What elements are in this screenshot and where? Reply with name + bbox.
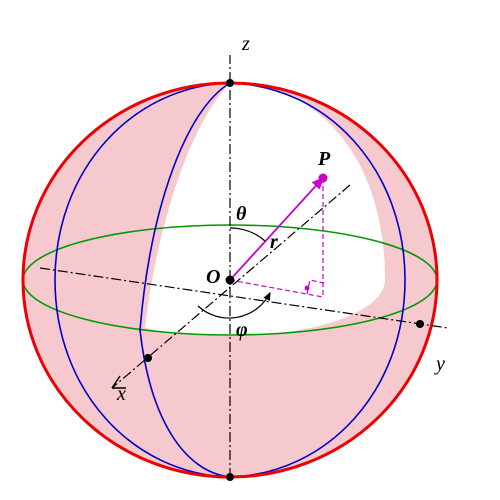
y-axis-point [416,320,424,328]
z-top-point [226,79,234,87]
label-r: r [270,231,278,253]
p-foot-dot [305,286,310,291]
label-phi: φ [236,319,248,341]
z-bottom-point [226,473,234,481]
point-p [319,174,328,183]
spherical-coords-diagram: z y x O P r θ φ [0,0,500,500]
label-y: y [434,353,445,375]
label-z: z [241,33,250,55]
label-point-p: P [317,148,331,170]
origin-point [226,276,235,285]
label-x: x [116,383,126,405]
label-theta: θ [236,203,247,225]
label-origin: O [206,266,220,288]
x-axis-point [144,354,152,362]
